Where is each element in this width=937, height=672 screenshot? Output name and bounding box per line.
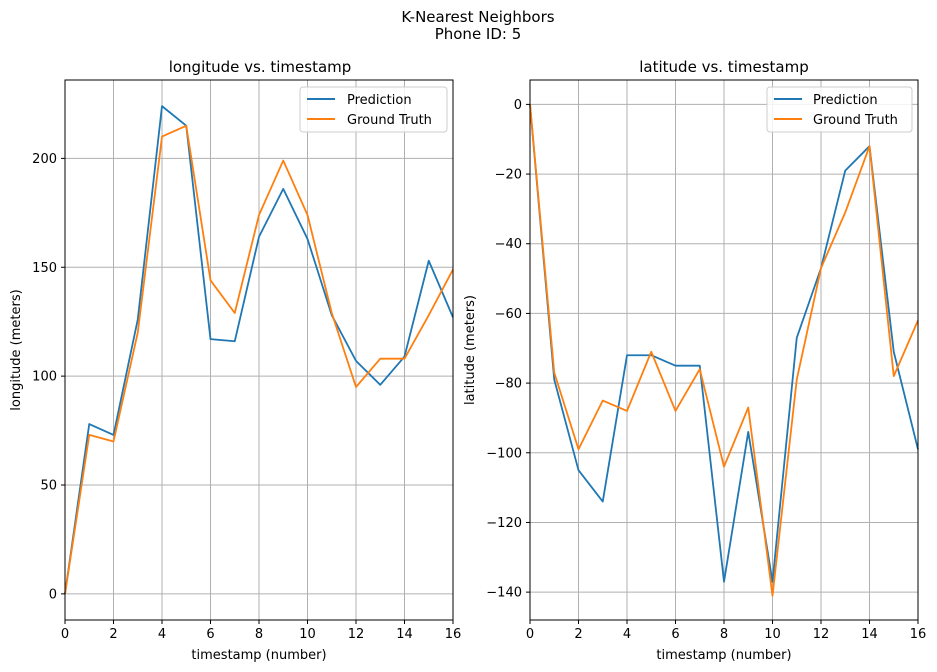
y-tick-label: 0	[514, 98, 522, 113]
plot-latitude-yticks: 0 −20 −40 −60 −80 −100 −120 −140	[486, 98, 530, 601]
x-tick-label: 6	[671, 627, 679, 642]
plot-latitude-grid	[529, 80, 919, 620]
y-tick-label: −20	[495, 168, 522, 183]
plot-longitude-title: longitude vs. timestamp	[169, 58, 352, 76]
x-tick-label: 4	[158, 627, 166, 642]
x-tick-label: 10	[299, 627, 316, 642]
legend-ground-truth-label: Ground Truth	[347, 113, 432, 128]
x-tick-label: 2	[109, 627, 117, 642]
x-tick-label: 8	[720, 627, 728, 642]
x-tick-label: 4	[623, 627, 631, 642]
y-tick-label: −140	[486, 586, 522, 601]
series-line-prediction	[64, 105, 454, 594]
plot-longitude-xticks: 0 2 4 6 8 10 12 14 16	[61, 620, 461, 642]
legend-ground-truth-label: Ground Truth	[813, 113, 898, 128]
plot-latitude-xticks: 0 2 4 6 8 10 12 14 16	[526, 620, 926, 642]
plot-longitude-grid	[64, 80, 454, 620]
series-line-prediction	[529, 104, 919, 583]
plot-latitude-xlabel: timestamp (number)	[656, 648, 791, 663]
x-tick-label: 12	[348, 627, 365, 642]
y-tick-label: 200	[32, 152, 57, 167]
y-tick-label: −60	[495, 307, 522, 322]
x-tick-label: 10	[764, 627, 781, 642]
x-tick-label: 6	[206, 627, 214, 642]
y-tick-label: −80	[495, 377, 522, 392]
plot-longitude-series	[64, 105, 454, 595]
legend-prediction-label: Prediction	[813, 93, 878, 108]
figure-suptitle-line1: K-Nearest Neighbors	[401, 8, 554, 26]
plot-latitude: latitude vs. timestamp 0 2 4 6 8 10 12 14 16 0 −2…	[463, 58, 926, 663]
y-tick-label: 150	[32, 261, 57, 276]
series-line-ground-truth	[529, 104, 919, 597]
figure-suptitle-line2: Phone ID: 5	[435, 25, 522, 43]
x-tick-label: 14	[396, 627, 413, 642]
x-tick-label: 0	[526, 627, 534, 642]
plot-longitude-yticks: 0 50 100 150 200	[32, 152, 65, 602]
plot-longitude-ylabel: longitude (meters)	[9, 289, 24, 410]
plot-longitude-xlabel: timestamp (number)	[191, 648, 326, 663]
plot-latitude-series	[529, 104, 919, 597]
x-tick-label: 16	[445, 627, 462, 642]
x-tick-label: 2	[574, 627, 582, 642]
plot-latitude-legend: Prediction Ground Truth	[766, 86, 913, 133]
y-tick-label: −40	[495, 237, 522, 252]
y-tick-label: 0	[49, 587, 57, 602]
plot-latitude-title: latitude vs. timestamp	[639, 58, 808, 76]
series-line-ground-truth	[64, 124, 454, 595]
y-tick-label: −100	[486, 446, 522, 461]
x-tick-label: 14	[861, 627, 878, 642]
y-tick-label: 50	[40, 479, 57, 494]
legend-prediction-label: Prediction	[347, 93, 412, 108]
x-tick-label: 12	[813, 627, 830, 642]
plot-longitude-legend: Prediction Ground Truth	[299, 86, 448, 133]
x-tick-label: 0	[61, 627, 69, 642]
x-tick-label: 16	[910, 627, 927, 642]
y-tick-label: −120	[486, 516, 522, 531]
legend-box	[766, 86, 913, 133]
y-tick-label: 100	[32, 370, 57, 385]
x-tick-label: 8	[255, 627, 263, 642]
legend-box	[299, 86, 448, 133]
plot-latitude-ylabel: latitude (meters)	[463, 295, 478, 405]
plot-longitude: longitude vs. timestamp 0 2 4 6 8 10 12 14 16 0 5…	[9, 58, 461, 663]
